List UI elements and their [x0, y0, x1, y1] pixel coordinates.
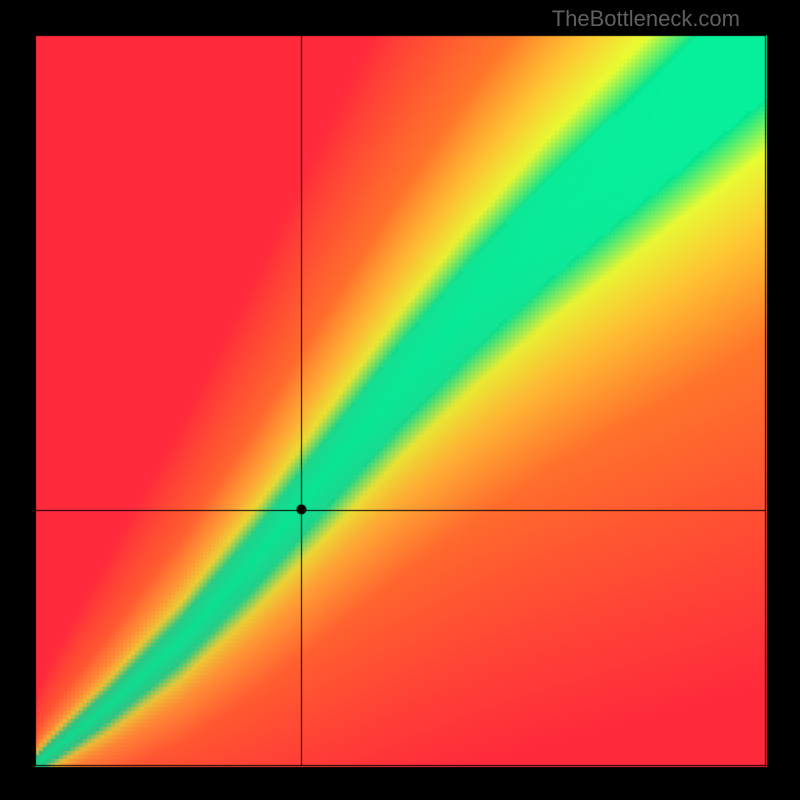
chart-container: TheBottleneck.com — [0, 0, 800, 800]
watermark-text: TheBottleneck.com — [552, 6, 740, 32]
bottleneck-heatmap — [0, 0, 800, 800]
